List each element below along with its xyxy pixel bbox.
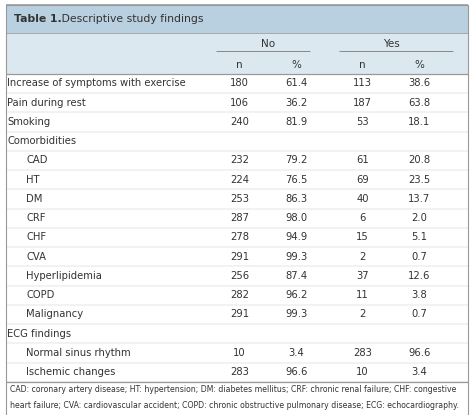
Text: CRF: CRF [26,213,46,223]
Text: 87.4: 87.4 [285,271,307,281]
Text: 76.5: 76.5 [285,175,308,185]
Text: 99.3: 99.3 [285,252,307,262]
Text: 18.1: 18.1 [409,117,430,127]
Text: n: n [359,59,366,70]
Text: Hyperlipidemia: Hyperlipidemia [26,271,102,281]
Text: 15: 15 [356,232,369,242]
Text: Pain during rest: Pain during rest [7,98,86,108]
FancyBboxPatch shape [6,55,468,74]
Text: heart failure; CVA: cardiovascular accident; COPD: chronic obstructive pulmonary: heart failure; CVA: cardiovascular accid… [10,401,459,410]
Text: 69: 69 [356,175,369,185]
Text: 282: 282 [230,290,249,300]
Text: Yes: Yes [383,39,400,49]
Text: 283: 283 [230,367,249,377]
Text: 287: 287 [230,213,249,223]
Text: 20.8: 20.8 [409,156,430,166]
Text: Descriptive study findings: Descriptive study findings [58,14,203,24]
FancyBboxPatch shape [6,382,468,415]
Text: 224: 224 [230,175,249,185]
Text: 23.5: 23.5 [409,175,430,185]
Text: 106: 106 [230,98,249,108]
Text: 240: 240 [230,117,249,127]
Text: 98.0: 98.0 [285,213,307,223]
Text: COPD: COPD [26,290,55,300]
FancyBboxPatch shape [6,5,468,33]
Text: 278: 278 [230,232,249,242]
Text: Increase of symptoms with exercise: Increase of symptoms with exercise [7,78,186,88]
FancyBboxPatch shape [6,34,468,55]
Text: n: n [236,59,243,70]
Text: 13.7: 13.7 [409,194,430,204]
Text: ECG findings: ECG findings [7,329,71,339]
Text: %: % [292,59,301,70]
Text: 0.7: 0.7 [411,310,428,320]
Text: 2.0: 2.0 [411,213,428,223]
Text: 63.8: 63.8 [409,98,430,108]
Text: 79.2: 79.2 [285,156,308,166]
Text: 180: 180 [230,78,249,88]
Text: CHF: CHF [26,232,46,242]
Text: 96.6: 96.6 [285,367,308,377]
Text: 61.4: 61.4 [285,78,307,88]
Text: Malignancy: Malignancy [26,310,83,320]
Text: 232: 232 [230,156,249,166]
Text: CAD: CAD [26,156,47,166]
Text: DM: DM [26,194,43,204]
Text: 253: 253 [230,194,249,204]
Text: 12.6: 12.6 [408,271,431,281]
Text: 10: 10 [233,348,246,358]
Text: Table 1.: Table 1. [14,14,62,24]
Text: 53: 53 [356,117,369,127]
Text: 113: 113 [353,78,372,88]
Text: 81.9: 81.9 [285,117,307,127]
Text: 36.2: 36.2 [285,98,307,108]
Text: 61: 61 [356,156,369,166]
Text: 96.6: 96.6 [408,348,431,358]
Text: 11: 11 [356,290,369,300]
Text: 291: 291 [230,310,249,320]
Text: CVA: CVA [26,252,46,262]
Text: 0.7: 0.7 [411,252,428,262]
Text: 37: 37 [356,271,369,281]
FancyBboxPatch shape [6,74,468,382]
Text: Comorbidities: Comorbidities [7,136,76,146]
Text: 86.3: 86.3 [285,194,307,204]
Text: 2: 2 [359,252,366,262]
Text: Ischemic changes: Ischemic changes [26,367,116,377]
Text: 291: 291 [230,252,249,262]
Text: 40: 40 [356,194,369,204]
Text: Smoking: Smoking [7,117,50,127]
Text: 3.8: 3.8 [411,290,428,300]
Text: 6: 6 [359,213,366,223]
Text: 283: 283 [353,348,372,358]
Text: 99.3: 99.3 [285,310,307,320]
Text: 5.1: 5.1 [411,232,428,242]
Text: 94.9: 94.9 [285,232,307,242]
Text: 3.4: 3.4 [288,348,304,358]
Text: 256: 256 [230,271,249,281]
Text: 3.4: 3.4 [411,367,428,377]
Text: 10: 10 [356,367,369,377]
Text: %: % [415,59,424,70]
Text: 187: 187 [353,98,372,108]
Text: 38.6: 38.6 [409,78,430,88]
Text: CAD: coronary artery disease; HT: hypertension; DM: diabetes mellitus; CRF: chro: CAD: coronary artery disease; HT: hypert… [10,385,457,394]
Text: No: No [261,39,275,49]
Text: Normal sinus rhythm: Normal sinus rhythm [26,348,131,358]
Text: 2: 2 [359,310,366,320]
Text: 96.2: 96.2 [285,290,308,300]
Text: HT: HT [26,175,39,185]
